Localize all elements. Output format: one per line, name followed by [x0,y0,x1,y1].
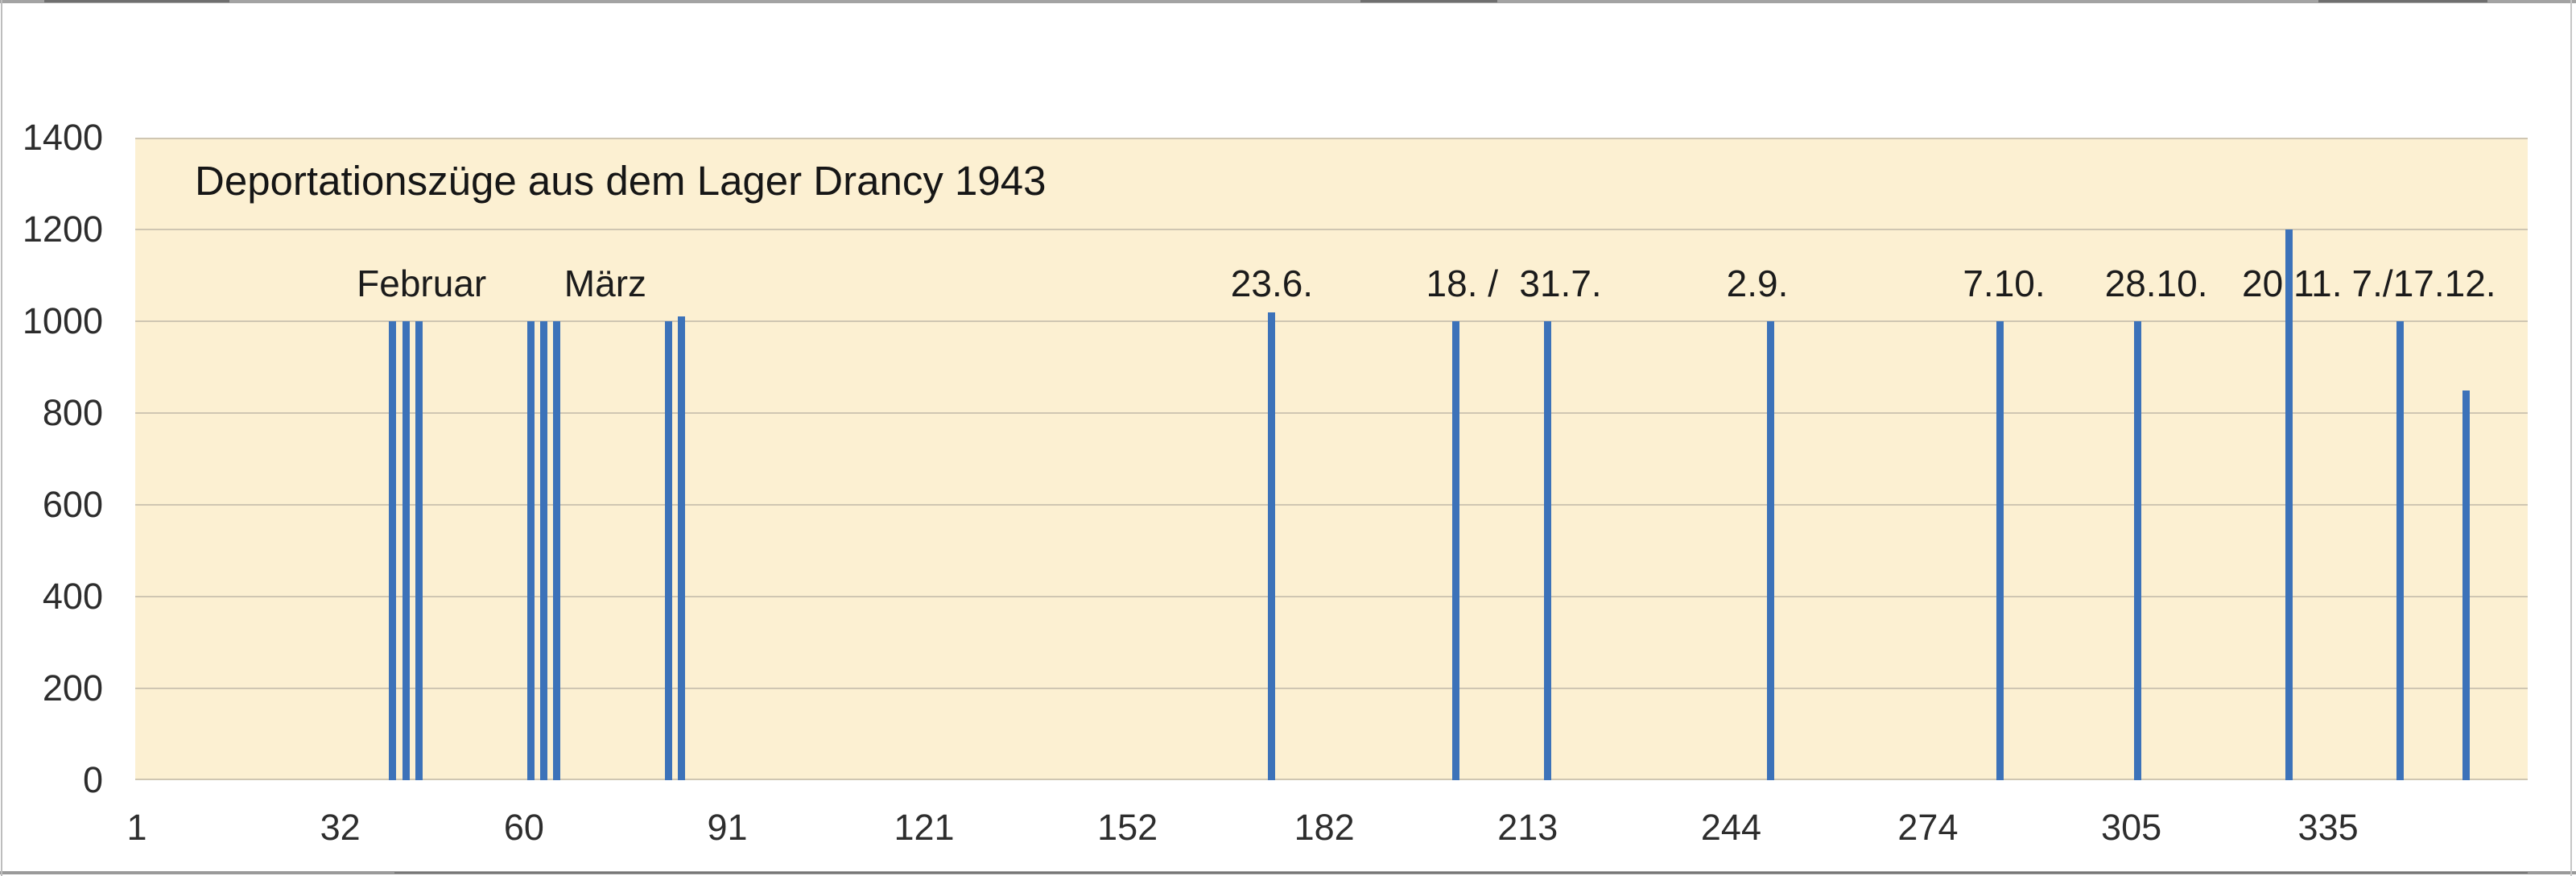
gridline [135,138,2528,139]
x-axis-tick-label: 91 [707,807,748,848]
gridline [135,229,2528,230]
y-axis-tick-label: 600 [42,484,103,525]
x-axis-tick-label: 121 [894,807,955,848]
x-axis-tick-label: 182 [1294,807,1355,848]
screen-edge-left [1,0,2,876]
bar [2285,229,2293,780]
x-axis-tick-label: 1 [126,807,147,848]
bar [2134,321,2142,780]
bar [526,321,535,780]
date-annotation: 2.9. [1726,262,1789,304]
x-axis-tick-label: 32 [320,807,361,848]
date-annotation: 28.10. [2104,262,2208,304]
bar [1996,321,2004,780]
bar [1543,321,1551,780]
y-axis-tick-label: 1400 [22,117,103,158]
y-axis-tick-label: 1200 [22,209,103,250]
screen-edge-bottom-dark-segment [394,872,2528,874]
gridline [135,320,2528,322]
bar [553,321,561,780]
bar [1451,321,1459,780]
screen-edge-top [0,0,2576,3]
y-axis-tick-label: 400 [42,576,103,617]
y-axis-tick-label: 200 [42,667,103,709]
date-annotation: 7./17.12. [2351,262,2496,304]
date-annotation: Februar [357,262,487,304]
y-axis-tick-label: 800 [42,392,103,433]
bar [389,321,397,780]
bar [1268,312,1276,780]
plot-area: Deportationszüge aus dem Lager Drancy 19… [135,138,2528,780]
y-axis-tick-label: 1000 [22,300,103,341]
x-axis-tick-label: 60 [503,807,544,848]
x-axis-tick-label: 244 [1700,807,1761,848]
x-axis-tick-label: 274 [1897,807,1959,848]
bar [2462,390,2470,780]
bar [415,321,423,780]
date-annotation: 18. / [1426,262,1499,304]
chart-title: Deportationszüge aus dem Lager Drancy 19… [195,158,1046,204]
bar [539,321,547,780]
gridline [135,596,2528,597]
y-axis-tick-label: 0 [82,759,103,800]
screen-edge-top-dark-segment [44,0,229,2]
gridline [135,688,2528,689]
bar [664,321,672,780]
date-annotation: März [564,262,647,304]
x-axis-tick-label: 152 [1097,807,1158,848]
bar [1766,321,1774,780]
date-annotation: 23.6. [1230,262,1314,304]
x-axis-tick-label: 305 [2101,807,2162,848]
bar [677,316,685,780]
screen-edge-top-dark-segment [1360,0,1497,2]
screen-edge-top-dark-segment [2318,0,2487,2]
date-annotation: 31.7. [1519,262,1602,304]
x-axis-tick-label: 335 [2297,807,2359,848]
gridline [135,504,2528,506]
x-axis-tick-label: 213 [1497,807,1558,848]
screen-edge-right [2570,0,2572,876]
bar [2396,321,2405,780]
date-annotation: 7.10. [1963,262,2046,304]
bar [402,321,410,780]
gridline [135,412,2528,414]
gridline [135,779,2528,780]
